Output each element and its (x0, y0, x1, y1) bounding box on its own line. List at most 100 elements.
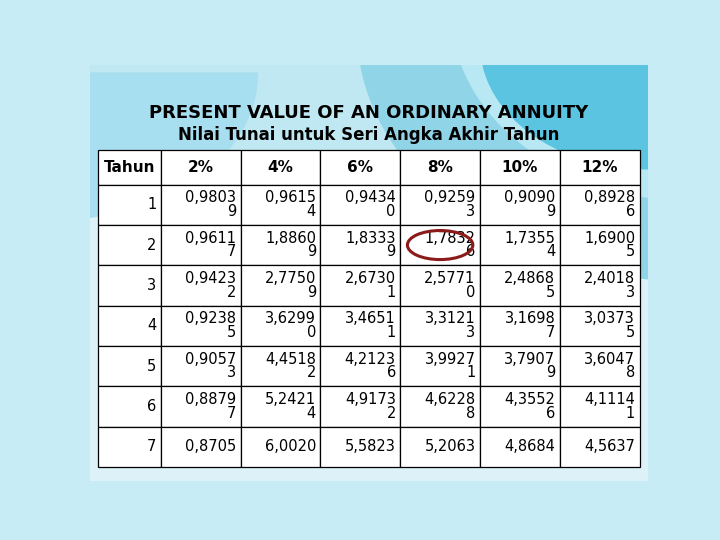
Bar (400, 185, 480, 225)
Bar (240, 427, 320, 467)
Text: 3,0373: 3,0373 (585, 312, 635, 326)
Bar (400, 265, 480, 306)
Text: 2%: 2% (188, 160, 214, 175)
Text: 0,9611: 0,9611 (185, 231, 236, 246)
Bar (240, 265, 320, 306)
Bar (99, 185, 161, 225)
Text: 6: 6 (467, 245, 475, 259)
Bar (240, 225, 320, 265)
Bar (560, 346, 639, 386)
Text: 2: 2 (227, 285, 236, 300)
Text: 8%: 8% (427, 160, 453, 175)
Text: 3,1698: 3,1698 (505, 312, 555, 326)
Wedge shape (483, 44, 648, 168)
Bar (161, 386, 240, 427)
Text: 3,6047: 3,6047 (584, 352, 635, 367)
Text: 0: 0 (307, 325, 316, 340)
Text: 6: 6 (147, 399, 156, 414)
Text: 0,9803: 0,9803 (185, 191, 236, 205)
Text: 9: 9 (227, 204, 236, 219)
Text: 2,4868: 2,4868 (505, 271, 555, 286)
Text: 4,2123: 4,2123 (345, 352, 396, 367)
Text: 3,6299: 3,6299 (265, 312, 316, 326)
Text: 8: 8 (626, 366, 635, 380)
Text: 6: 6 (387, 366, 396, 380)
Text: 1,6900: 1,6900 (584, 231, 635, 246)
Bar (99, 265, 161, 306)
Text: 0: 0 (466, 285, 475, 300)
Bar (161, 265, 240, 306)
Wedge shape (359, 31, 693, 280)
Text: 4,9173: 4,9173 (345, 392, 396, 407)
Bar (400, 150, 480, 185)
Text: 7: 7 (227, 245, 236, 259)
Text: 4: 4 (307, 204, 316, 219)
Text: 5: 5 (626, 325, 635, 340)
Bar (90, 65, 648, 152)
Text: 2,7750: 2,7750 (264, 271, 316, 286)
Wedge shape (454, 15, 704, 202)
Text: 5: 5 (227, 325, 236, 340)
Text: 0,9090: 0,9090 (504, 191, 555, 205)
Text: 3: 3 (626, 285, 635, 300)
Text: 12%: 12% (582, 160, 618, 175)
Text: 1,8333: 1,8333 (346, 231, 396, 246)
Text: 4,1114: 4,1114 (585, 392, 635, 407)
Text: 1: 1 (147, 197, 156, 212)
Text: 0: 0 (387, 204, 396, 219)
Bar (320, 346, 400, 386)
Text: 4: 4 (546, 245, 555, 259)
Text: PRESENT VALUE OF AN ORDINARY ANNUITY: PRESENT VALUE OF AN ORDINARY ANNUITY (149, 104, 589, 122)
Bar (320, 427, 400, 467)
Text: 4,6228: 4,6228 (424, 392, 475, 407)
Bar (560, 386, 639, 427)
Text: 4: 4 (307, 406, 316, 421)
Bar (320, 185, 400, 225)
Text: 0,8705: 0,8705 (185, 439, 236, 454)
Text: 2,4018: 2,4018 (584, 271, 635, 286)
Bar (320, 225, 400, 265)
Text: 9: 9 (546, 204, 555, 219)
Text: 0,9434: 0,9434 (345, 191, 396, 205)
Bar (320, 306, 400, 346)
Bar (480, 386, 560, 427)
Text: 5,5823: 5,5823 (345, 439, 396, 454)
Bar (560, 225, 639, 265)
Text: 2: 2 (307, 366, 316, 380)
Text: 2,5771: 2,5771 (424, 271, 475, 286)
Text: 2: 2 (387, 406, 396, 421)
Bar (560, 150, 639, 185)
Bar (480, 346, 560, 386)
Text: 1: 1 (387, 285, 396, 300)
Bar (161, 306, 240, 346)
Bar (161, 150, 240, 185)
Text: 2,6730: 2,6730 (345, 271, 396, 286)
Text: 5: 5 (147, 359, 156, 374)
Bar (161, 427, 240, 467)
Text: 0,9057: 0,9057 (185, 352, 236, 367)
Bar (560, 306, 639, 346)
Text: 4%: 4% (268, 160, 294, 175)
Text: 10%: 10% (502, 160, 538, 175)
Wedge shape (62, 73, 258, 219)
Text: 9: 9 (546, 366, 555, 380)
Bar (560, 185, 639, 225)
Bar (560, 265, 639, 306)
Bar (240, 386, 320, 427)
Bar (99, 150, 161, 185)
Text: 1,7355: 1,7355 (505, 231, 555, 246)
Bar (480, 150, 560, 185)
Text: 0,9423: 0,9423 (185, 271, 236, 286)
Text: 7: 7 (147, 439, 156, 454)
Text: 9: 9 (307, 245, 316, 259)
Bar (99, 386, 161, 427)
Text: 9: 9 (307, 285, 316, 300)
Bar (480, 427, 560, 467)
Bar (99, 306, 161, 346)
Text: 6,0020: 6,0020 (264, 439, 316, 454)
Bar (400, 427, 480, 467)
Bar (99, 225, 161, 265)
Bar (480, 185, 560, 225)
Bar (240, 346, 320, 386)
Text: 6%: 6% (347, 160, 373, 175)
